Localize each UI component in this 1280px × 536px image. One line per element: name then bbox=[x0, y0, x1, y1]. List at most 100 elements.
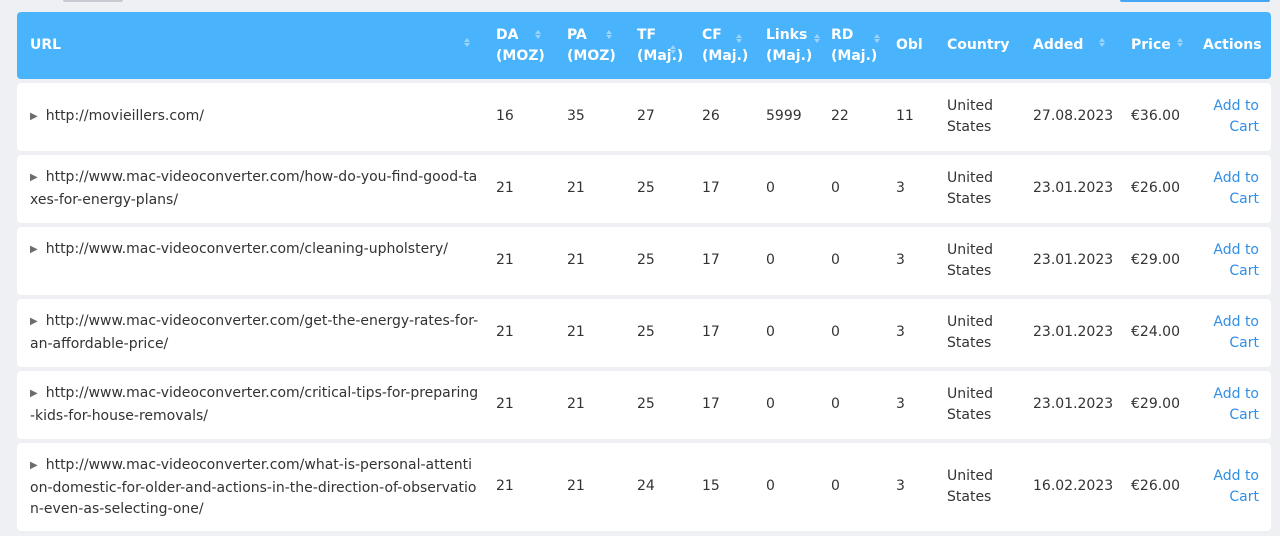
row-tf: 24 bbox=[637, 478, 655, 495]
row-price: €26.00 bbox=[1131, 180, 1180, 197]
row-links: 5999 bbox=[766, 108, 802, 125]
row-links: 0 bbox=[766, 180, 775, 197]
row-url[interactable]: ▶ http://www.mac-videoconverter.com/what-… bbox=[30, 457, 477, 517]
row-country: United States bbox=[947, 97, 993, 136]
row-rd: 0 bbox=[831, 478, 840, 495]
table-header: URL DA (MOZ) PA (MOZ) TF (Maj.) CF (Maj.… bbox=[17, 12, 1271, 79]
row-url[interactable]: ▶ http://www.mac-videoconverter.com/criti… bbox=[30, 385, 479, 424]
table-row[interactable]: ▶ http://www.mac-videoconverter.com/what-… bbox=[17, 443, 1271, 531]
sort-rd-icon[interactable] bbox=[874, 34, 880, 43]
col-tf[interactable]: TF (Maj.) bbox=[637, 26, 684, 64]
add-to-cart-link[interactable]: Add to Cart bbox=[1213, 241, 1259, 280]
row-country: United States bbox=[947, 313, 993, 352]
row-rd: 0 bbox=[831, 324, 840, 341]
sort-cf-icon[interactable] bbox=[736, 34, 742, 43]
row-country: United States bbox=[947, 385, 993, 424]
caret-right-icon[interactable]: ▶ bbox=[30, 172, 38, 183]
row-rd: 0 bbox=[831, 252, 840, 269]
sort-da-icon[interactable] bbox=[535, 30, 541, 39]
top-button-edge[interactable] bbox=[1120, 0, 1270, 2]
add-to-cart-link[interactable]: Add to Cart bbox=[1213, 169, 1259, 208]
row-da: 21 bbox=[496, 324, 514, 341]
row-url[interactable]: ▶ http://movieillers.com/ bbox=[30, 83, 480, 151]
col-url[interactable]: URL bbox=[30, 37, 62, 53]
row-obl: 3 bbox=[896, 396, 905, 413]
col-price[interactable]: Price bbox=[1131, 37, 1171, 53]
row-url[interactable]: ▶ http://www.mac-videoconverter.com/how-d… bbox=[30, 169, 478, 208]
add-to-cart-link[interactable]: Add to Cart bbox=[1213, 97, 1259, 136]
sort-url-icon[interactable] bbox=[464, 38, 470, 47]
col-pa[interactable]: PA (MOZ) bbox=[567, 26, 616, 64]
row-added: 16.02.2023 bbox=[1033, 478, 1114, 495]
row-da: 21 bbox=[496, 478, 514, 495]
caret-right-icon[interactable]: ▶ bbox=[30, 460, 38, 471]
table-row[interactable]: ▶ http://www.mac-videoconverter.com/get-t… bbox=[17, 299, 1271, 367]
caret-right-icon[interactable]: ▶ bbox=[30, 111, 38, 122]
row-cf: 17 bbox=[702, 252, 720, 269]
row-da: 16 bbox=[496, 108, 514, 125]
row-tf: 25 bbox=[637, 324, 655, 341]
row-rd: 22 bbox=[831, 108, 849, 125]
col-da[interactable]: DA (MOZ) bbox=[496, 26, 545, 64]
col-links[interactable]: Links (Maj.) bbox=[766, 26, 813, 64]
col-cf[interactable]: CF (Maj.) bbox=[702, 26, 749, 64]
sort-links-icon[interactable] bbox=[814, 34, 820, 43]
row-pa: 21 bbox=[567, 252, 585, 269]
add-to-cart-link[interactable]: Add to Cart bbox=[1213, 313, 1259, 352]
sort-added-icon[interactable] bbox=[1099, 38, 1105, 47]
sort-pa-icon[interactable] bbox=[606, 30, 612, 39]
links-table: URL DA (MOZ) PA (MOZ) TF (Maj.) CF (Maj.… bbox=[17, 12, 1271, 535]
row-added: 27.08.2023 bbox=[1033, 108, 1114, 125]
col-rd[interactable]: RD (Maj.) bbox=[831, 26, 878, 64]
row-price: €29.00 bbox=[1131, 252, 1180, 269]
col-obl[interactable]: Obl bbox=[896, 37, 923, 53]
row-pa: 21 bbox=[567, 324, 585, 341]
row-obl: 11 bbox=[896, 108, 914, 125]
caret-right-icon[interactable]: ▶ bbox=[30, 388, 38, 399]
row-da: 21 bbox=[496, 396, 514, 413]
row-added: 23.01.2023 bbox=[1033, 324, 1114, 341]
row-cf: 17 bbox=[702, 180, 720, 197]
row-obl: 3 bbox=[896, 324, 905, 341]
sort-price-icon[interactable] bbox=[1177, 38, 1183, 47]
sort-tf-icon[interactable] bbox=[670, 45, 676, 54]
add-to-cart-link[interactable]: Add to Cart bbox=[1213, 467, 1259, 506]
row-pa: 21 bbox=[567, 180, 585, 197]
row-cf: 17 bbox=[702, 396, 720, 413]
row-obl: 3 bbox=[896, 252, 905, 269]
row-country: United States bbox=[947, 241, 993, 280]
row-links: 0 bbox=[766, 396, 775, 413]
table-row[interactable]: ▶ http://www.mac-videoconverter.com/criti… bbox=[17, 371, 1271, 439]
table-row[interactable]: ▶ http://www.mac-videoconverter.com/clean… bbox=[17, 227, 1271, 295]
row-obl: 3 bbox=[896, 478, 905, 495]
row-url[interactable]: ▶ http://www.mac-videoconverter.com/get-t… bbox=[30, 313, 479, 352]
row-rd: 0 bbox=[831, 396, 840, 413]
row-rd: 0 bbox=[831, 180, 840, 197]
table-row[interactable]: ▶ http://movieillers.com/ 16 35 27 26 599… bbox=[17, 83, 1271, 151]
col-country: Country bbox=[947, 37, 1010, 53]
row-tf: 27 bbox=[637, 108, 655, 125]
row-da: 21 bbox=[496, 252, 514, 269]
row-pa: 21 bbox=[567, 396, 585, 413]
row-country: United States bbox=[947, 467, 993, 506]
top-tab-indicator bbox=[63, 0, 123, 2]
caret-right-icon[interactable]: ▶ bbox=[30, 244, 38, 255]
row-cf: 15 bbox=[702, 478, 720, 495]
row-cf: 17 bbox=[702, 324, 720, 341]
row-links: 0 bbox=[766, 252, 775, 269]
row-pa: 21 bbox=[567, 478, 585, 495]
row-url[interactable]: ▶ http://www.mac-videoconverter.com/clean… bbox=[30, 227, 480, 295]
row-da: 21 bbox=[496, 180, 514, 197]
table-row[interactable]: ▶ http://www.mac-videoconverter.com/how-d… bbox=[17, 155, 1271, 223]
row-links: 0 bbox=[766, 324, 775, 341]
col-actions: Actions bbox=[1203, 37, 1262, 53]
row-links: 0 bbox=[766, 478, 775, 495]
add-to-cart-link[interactable]: Add to Cart bbox=[1213, 385, 1259, 424]
row-country: United States bbox=[947, 169, 993, 208]
caret-right-icon[interactable]: ▶ bbox=[30, 316, 38, 327]
col-added[interactable]: Added bbox=[1033, 37, 1084, 53]
row-added: 23.01.2023 bbox=[1033, 180, 1114, 197]
row-price: €36.00 bbox=[1131, 108, 1180, 125]
row-obl: 3 bbox=[896, 180, 905, 197]
row-price: €29.00 bbox=[1131, 396, 1180, 413]
